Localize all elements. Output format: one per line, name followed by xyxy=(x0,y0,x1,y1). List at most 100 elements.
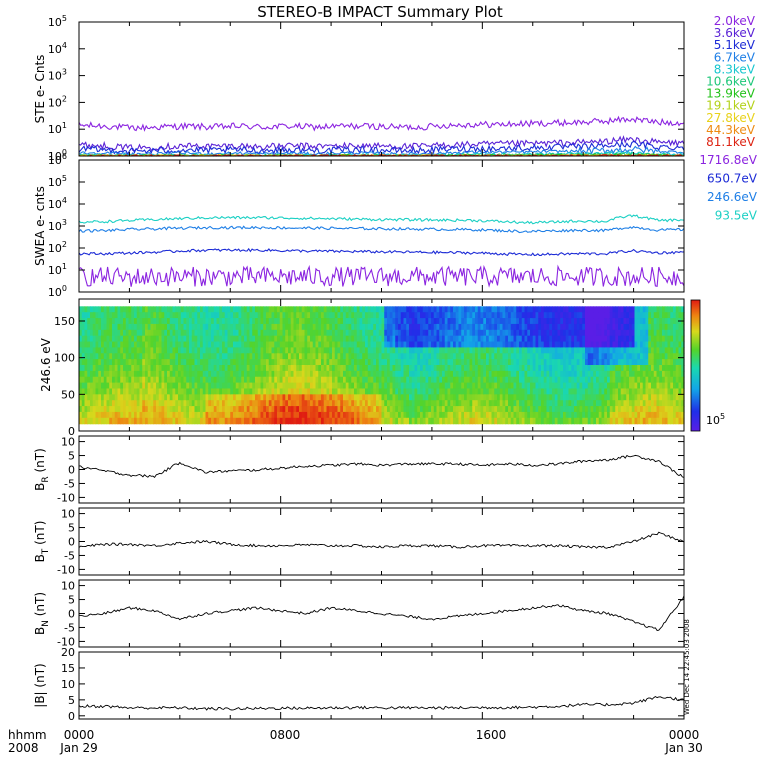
heatmap-cell xyxy=(123,359,127,366)
heatmap-cell xyxy=(499,353,504,360)
heatmap-cell xyxy=(510,388,515,395)
heatmap-cell xyxy=(645,400,649,407)
heatmap-cell xyxy=(565,318,570,325)
heatmap-cell xyxy=(414,347,418,354)
heatmap-cell xyxy=(332,382,336,390)
heatmap-cell xyxy=(90,365,94,372)
heatmap-cell xyxy=(502,353,506,360)
heatmap-cell xyxy=(546,335,550,343)
heatmap-cell xyxy=(637,411,641,419)
heatmap-cell xyxy=(98,382,102,390)
heatmap-cell xyxy=(543,406,548,413)
heatmap-cell xyxy=(387,341,391,348)
heatmap-cell xyxy=(293,335,297,343)
heatmap-cell xyxy=(263,341,267,348)
heatmap-cell xyxy=(123,347,127,354)
heatmap-cell xyxy=(395,388,399,395)
heatmap-cell xyxy=(128,394,132,401)
heatmap-cell xyxy=(651,406,655,413)
heatmap-cell xyxy=(667,329,671,337)
heatmap-cell xyxy=(376,341,380,348)
heatmap-cell xyxy=(208,411,212,419)
heatmap-cell xyxy=(244,318,248,325)
heatmap-cell xyxy=(576,312,581,319)
heatmap-cell xyxy=(557,388,561,395)
heatmap-cell xyxy=(304,335,308,343)
heatmap-cell xyxy=(101,323,105,331)
heatmap-cell xyxy=(277,394,281,401)
heatmap-cell xyxy=(675,388,680,395)
heatmap-cell xyxy=(241,411,245,419)
heatmap-cell xyxy=(315,406,319,413)
heatmap-cell xyxy=(436,417,440,425)
heatmap-cell xyxy=(257,417,262,425)
heatmap-cell xyxy=(634,359,638,366)
heatmap-cell xyxy=(598,376,603,384)
heatmap-cell xyxy=(332,323,336,331)
heatmap-cell xyxy=(103,400,108,407)
heatmap-cell xyxy=(233,306,237,313)
heatmap-cell xyxy=(131,353,135,360)
heatmap-cell xyxy=(205,388,209,395)
heatmap-cell xyxy=(422,376,427,384)
heatmap-cell xyxy=(543,347,548,354)
heatmap-cell xyxy=(235,341,240,348)
heatmap-cell xyxy=(142,329,146,337)
heatmap-cell xyxy=(123,417,127,425)
heatmap-cell xyxy=(359,359,363,366)
heatmap-cell xyxy=(472,370,476,378)
heatmap-cell xyxy=(120,318,124,325)
heatmap-cell xyxy=(442,394,446,401)
heatmap-cell xyxy=(497,318,501,325)
heatmap-cell xyxy=(123,318,127,325)
heatmap-cell xyxy=(315,411,319,419)
heatmap-cell xyxy=(156,388,160,395)
heatmap-cell xyxy=(406,388,410,395)
heatmap-cell xyxy=(134,323,138,331)
heatmap-cell xyxy=(268,359,273,366)
heatmap-cell xyxy=(634,406,638,413)
heatmap-cell xyxy=(114,370,119,378)
heatmap-cell xyxy=(422,306,427,313)
heatmap-cell xyxy=(477,365,482,372)
heatmap-cell xyxy=(453,312,457,319)
heatmap-cell xyxy=(279,353,284,360)
heatmap-cell xyxy=(230,329,234,337)
heatmap-cell xyxy=(178,365,182,372)
heatmap-cell xyxy=(618,335,622,343)
heatmap-cell xyxy=(348,347,352,354)
heatmap-cell xyxy=(486,353,490,360)
heatmap-cell xyxy=(301,347,306,354)
heatmap-cell xyxy=(667,370,671,378)
heatmap-cell xyxy=(530,394,534,401)
heatmap-cell xyxy=(499,359,504,366)
heatmap-cell xyxy=(299,406,303,413)
heatmap-cell xyxy=(139,353,143,360)
heatmap-cell xyxy=(109,318,113,325)
heatmap-cell xyxy=(370,312,374,319)
heatmap-cell xyxy=(675,370,680,378)
heatmap-cell xyxy=(123,400,127,407)
heatmap-cell xyxy=(598,400,603,407)
heatmap-cell xyxy=(87,341,91,348)
heatmap-cell xyxy=(656,318,660,325)
heatmap-cell xyxy=(576,347,581,354)
heatmap-cell xyxy=(211,329,215,337)
heatmap-cell xyxy=(224,417,229,425)
heatmap-cell xyxy=(323,312,328,319)
heatmap-cell xyxy=(249,388,253,395)
heatmap-cell xyxy=(153,417,157,425)
heatmap-cell xyxy=(579,318,583,325)
heatmap-cell xyxy=(513,365,517,372)
heatmap-cell xyxy=(307,400,311,407)
heatmap-cell xyxy=(615,347,619,354)
heatmap-cell xyxy=(332,318,336,325)
heatmap-cell xyxy=(117,329,121,337)
heatmap-cell xyxy=(310,411,314,419)
heatmap-cell xyxy=(310,394,314,401)
heatmap-cell xyxy=(651,394,655,401)
heatmap-cell xyxy=(271,347,275,354)
heatmap-cell xyxy=(296,329,300,337)
heatmap-cell xyxy=(400,370,405,378)
heatmap-cell xyxy=(546,417,550,425)
